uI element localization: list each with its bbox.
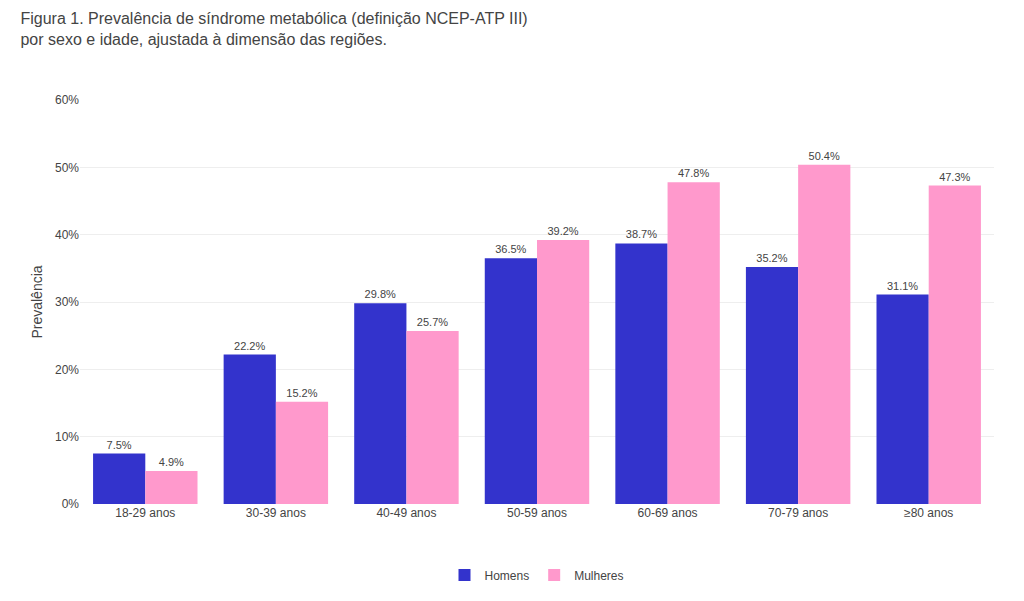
svg-text:35.2%: 35.2% (756, 252, 787, 264)
svg-text:50.4%: 50.4% (809, 150, 840, 162)
svg-text:40-49 anos: 40-49 anos (376, 506, 436, 520)
svg-text:40%: 40% (55, 228, 79, 242)
svg-text:25.7%: 25.7% (417, 316, 448, 328)
svg-text:15.2%: 15.2% (286, 387, 317, 399)
svg-text:0%: 0% (62, 497, 80, 511)
svg-text:20%: 20% (55, 363, 79, 377)
svg-text:70-79 anos: 70-79 anos (768, 506, 828, 520)
svg-text:4.9%: 4.9% (159, 456, 184, 468)
svg-text:7.5%: 7.5% (107, 439, 132, 451)
svg-text:47.3%: 47.3% (939, 171, 970, 183)
svg-text:50-59 anos: 50-59 anos (507, 506, 567, 520)
svg-text:18-29 anos: 18-29 anos (115, 506, 175, 520)
svg-text:Homens: Homens (485, 569, 530, 583)
svg-text:50%: 50% (55, 161, 79, 175)
svg-text:60%: 60% (55, 93, 79, 107)
svg-text:30-39 anos: 30-39 anos (246, 506, 306, 520)
svg-text:22.2%: 22.2% (234, 340, 265, 352)
svg-text:Figura 1. Prevalência de síndr: Figura 1. Prevalência de síndrome metabó… (20, 10, 527, 48)
svg-text:10%: 10% (55, 430, 79, 444)
svg-text:29.8%: 29.8% (365, 288, 396, 300)
svg-text:Mulheres: Mulheres (574, 569, 623, 583)
svg-text:≥80 anos: ≥80 anos (904, 506, 953, 520)
svg-text:Prevalência: Prevalência (29, 265, 45, 338)
svg-text:47.8%: 47.8% (678, 167, 709, 179)
svg-text:60-69 anos: 60-69 anos (638, 506, 698, 520)
svg-text:36.5%: 36.5% (495, 243, 526, 255)
svg-text:39.2%: 39.2% (547, 225, 578, 237)
svg-text:31.1%: 31.1% (887, 280, 918, 292)
svg-text:30%: 30% (55, 295, 79, 309)
svg-text:38.7%: 38.7% (626, 228, 657, 240)
